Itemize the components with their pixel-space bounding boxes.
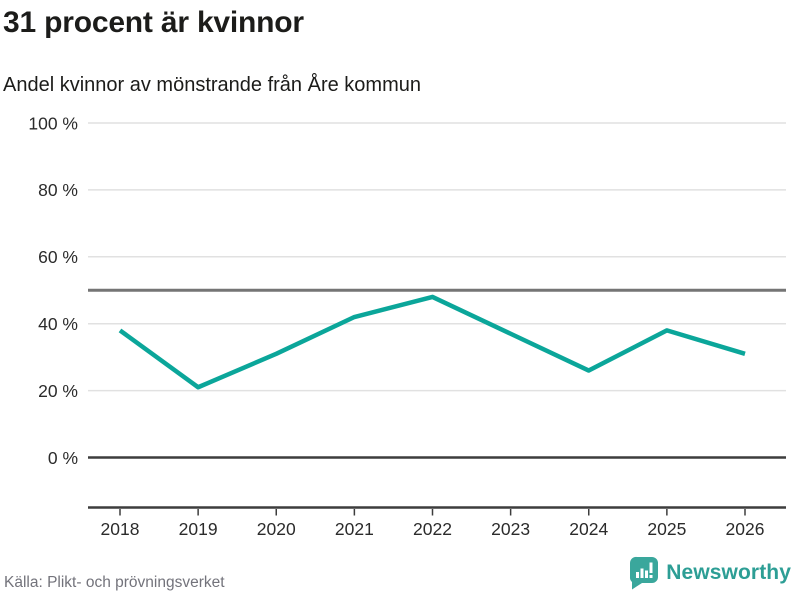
y-tick-label-40: 40 % (38, 314, 78, 334)
x-tick-label-2023: 2023 (491, 519, 530, 539)
brand-name: Newsworthy (666, 561, 791, 584)
chart-subtitle: Andel kvinnor av mönstrande från Åre kom… (3, 74, 421, 96)
y-tick-label-60: 60 % (38, 247, 78, 267)
source-note: Källa: Plikt- och prövningsverket (4, 574, 225, 591)
chart-title: 31 procent är kvinnor (3, 6, 304, 39)
x-tick-label-2025: 2025 (647, 519, 686, 539)
x-tick-label-2018: 2018 (101, 519, 140, 539)
x-tick-label-2022: 2022 (413, 519, 452, 539)
y-tick-label-20: 20 % (38, 381, 78, 401)
x-tick-label-2024: 2024 (569, 519, 608, 539)
x-tick-label-2026: 2026 (726, 519, 765, 539)
x-tick-label-2021: 2021 (335, 519, 374, 539)
newsworthy-logo: Newsworthy (629, 556, 791, 590)
data-line-andel-kvinnor (118, 294, 746, 390)
y-tick-label-0: 0 % (48, 448, 78, 468)
y-tick-label-80: 80 % (38, 180, 78, 200)
logo-bubble-shape (630, 556, 659, 590)
y-tick-label-100: 100 % (28, 113, 78, 133)
logo-bar-chart-glyph (636, 562, 653, 578)
x-tick-label-2020: 2020 (257, 519, 296, 539)
x-tick-label-2019: 2019 (179, 519, 218, 539)
newsworthy-logo-icon (630, 556, 659, 590)
